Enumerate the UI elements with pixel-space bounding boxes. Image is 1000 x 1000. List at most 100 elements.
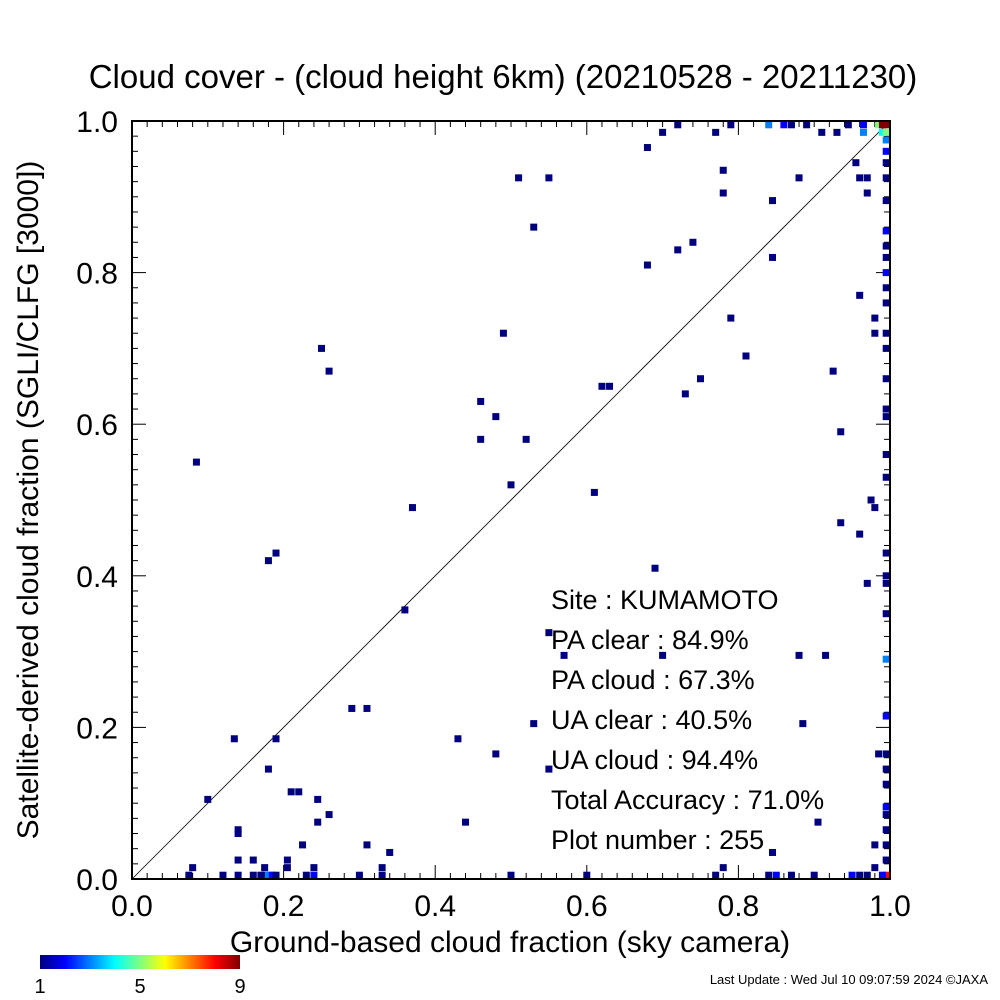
- data-point: [719, 864, 727, 872]
- data-point: [822, 651, 830, 659]
- data-point: [492, 750, 500, 758]
- data-point: [837, 428, 845, 436]
- colorbar-label-max: 9: [234, 976, 245, 998]
- data-point: [545, 174, 553, 182]
- chart-title: Cloud cover - (cloud height 6km) (202105…: [89, 58, 918, 95]
- data-point: [882, 871, 890, 879]
- data-point: [878, 871, 886, 879]
- x-axis-label: Ground-based cloud fraction (sky camera): [230, 926, 790, 959]
- data-point: [272, 549, 280, 557]
- data-point: [295, 788, 303, 796]
- data-point: [318, 344, 325, 352]
- stats-line: Total Accuracy : 71.0%: [551, 785, 824, 815]
- data-point: [882, 329, 890, 337]
- stats-line: Plot number : 255: [551, 825, 764, 855]
- x-tick-label: 1.0: [869, 890, 911, 923]
- data-point: [219, 871, 227, 879]
- data-point: [772, 871, 780, 879]
- data-point: [859, 121, 867, 129]
- y-tick-label: 0.6: [76, 409, 118, 442]
- data-point: [378, 864, 386, 872]
- data-point: [882, 121, 890, 129]
- data-point: [249, 871, 257, 879]
- data-point: [875, 121, 883, 129]
- data-point: [765, 871, 773, 879]
- data-point: [780, 121, 788, 129]
- x-tick-label: 0.0: [111, 890, 153, 923]
- data-point: [515, 174, 523, 182]
- data-point: [871, 504, 879, 512]
- data-point: [882, 572, 890, 580]
- data-point: [882, 253, 890, 261]
- data-point: [882, 780, 890, 788]
- data-point: [507, 481, 515, 489]
- data-point: [765, 121, 773, 129]
- data-point: [863, 871, 871, 879]
- data-point: [882, 269, 890, 277]
- data-point: [674, 121, 682, 129]
- y-axis-label: Satellite-derived cloud fraction (SGLI/C…: [12, 161, 45, 840]
- data-point: [712, 128, 720, 136]
- data-point: [856, 871, 864, 879]
- data-point: [882, 473, 890, 481]
- data-point: [787, 871, 795, 879]
- data-point: [272, 871, 280, 879]
- data-point: [882, 856, 890, 864]
- data-point: [598, 382, 606, 390]
- data-point: [852, 159, 860, 167]
- data-point: [742, 352, 750, 360]
- data-point: [264, 871, 272, 879]
- data-point: [875, 750, 883, 758]
- data-point: [363, 841, 371, 849]
- data-point: [882, 299, 890, 307]
- data-point: [882, 765, 890, 773]
- data-point: [249, 856, 257, 864]
- data-point: [234, 830, 242, 838]
- data-point: [882, 159, 890, 167]
- data-point: [462, 818, 470, 826]
- data-point: [871, 314, 879, 322]
- data-point: [882, 579, 890, 587]
- colorbar: [40, 955, 240, 969]
- data-point: [643, 144, 651, 152]
- stats-line: UA clear : 40.5%: [551, 705, 752, 735]
- data-point: [727, 121, 735, 129]
- data-point: [882, 227, 890, 235]
- one-to-one-line: [131, 120, 891, 880]
- data-point: [882, 750, 890, 758]
- data-point: [882, 128, 890, 136]
- y-tick-label: 0.2: [76, 712, 118, 745]
- data-point: [261, 871, 269, 879]
- data-point: [882, 841, 890, 849]
- data-point: [795, 174, 803, 182]
- data-point: [651, 564, 659, 572]
- data-point: [833, 128, 841, 136]
- data-point: [878, 121, 886, 129]
- data-point: [697, 375, 704, 383]
- data-point: [234, 826, 242, 834]
- stats-line: PA cloud : 67.3%: [551, 665, 755, 695]
- data-point: [871, 864, 879, 872]
- data-point: [674, 246, 682, 254]
- data-point: [882, 242, 890, 250]
- data-point: [185, 871, 193, 879]
- y-tick-label: 0.0: [76, 864, 118, 897]
- data-point: [844, 121, 852, 129]
- data-point: [810, 871, 818, 879]
- stats-box: Site : KUMAMOTO PA clear : 84.9% PA cloud …: [551, 585, 824, 855]
- data-point: [268, 871, 276, 879]
- data-point: [272, 735, 280, 743]
- stats-line: PA clear : 84.9%: [551, 625, 749, 655]
- data-point: [477, 435, 485, 443]
- data-point: [325, 367, 333, 375]
- data-point: [522, 435, 530, 443]
- y-tick-label: 1.0: [76, 106, 118, 139]
- data-point: [659, 128, 667, 136]
- data-point: [530, 223, 538, 231]
- data-points: [185, 121, 890, 879]
- data-point: [882, 610, 890, 618]
- data-point: [386, 848, 394, 856]
- data-point: [560, 651, 568, 659]
- data-point: [882, 826, 890, 834]
- data-point: [264, 765, 272, 773]
